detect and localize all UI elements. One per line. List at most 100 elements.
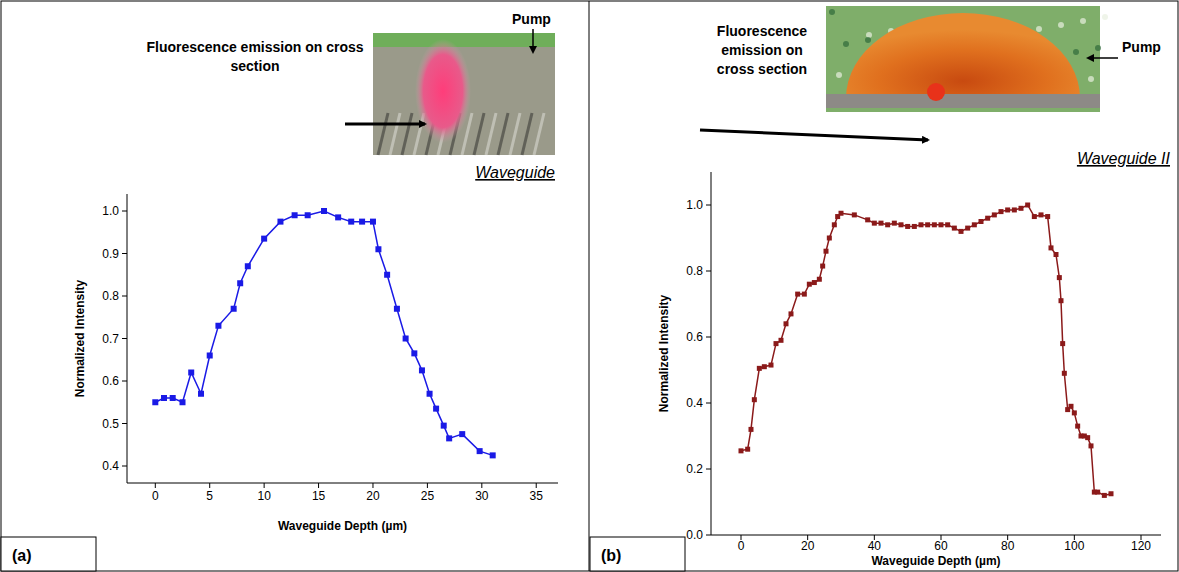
y-tick bbox=[122, 381, 127, 382]
y-tick-label: 0.6 bbox=[686, 330, 703, 344]
data-point bbox=[812, 280, 817, 285]
y-axis-title: Normalized Intensity bbox=[73, 279, 87, 397]
x-tick-label: 20 bbox=[366, 489, 380, 503]
data-point bbox=[919, 222, 924, 227]
y-tick bbox=[706, 205, 711, 206]
data-point bbox=[1060, 341, 1065, 346]
y-tick bbox=[706, 403, 711, 404]
y-tick bbox=[122, 211, 127, 212]
fluorescence-label: Fluorescence emission on crosssection bbox=[146, 39, 363, 74]
data-point bbox=[769, 363, 774, 368]
fluorescence-arrow bbox=[345, 123, 425, 126]
x-tick bbox=[427, 483, 428, 488]
y-axis-title: Normalized Intensity bbox=[657, 294, 671, 412]
data-point bbox=[1075, 424, 1080, 429]
x-tick-label: 40 bbox=[868, 539, 882, 553]
pump-label: Pump bbox=[1122, 39, 1161, 55]
data-point bbox=[752, 397, 757, 402]
data-point bbox=[965, 226, 970, 231]
divider bbox=[589, 1, 590, 571]
panel-letter: (a) bbox=[12, 547, 32, 564]
y-tick-label: 0.5 bbox=[102, 417, 119, 431]
data-point bbox=[972, 222, 977, 227]
x-axis bbox=[127, 483, 558, 484]
x-tick-label: 5 bbox=[206, 489, 213, 503]
figure: Pump Fluorescence emission on crosssectio… bbox=[0, 0, 1179, 572]
y-tick bbox=[706, 271, 711, 272]
data-point bbox=[403, 336, 409, 342]
fluorescence-label: Fluorescenceemission oncross section bbox=[717, 23, 807, 77]
data-point bbox=[865, 217, 870, 222]
data-point bbox=[932, 222, 937, 227]
data-point bbox=[152, 399, 158, 405]
data-point bbox=[905, 224, 910, 229]
x-tick bbox=[209, 483, 210, 488]
y-tick-label: 0.9 bbox=[102, 247, 119, 261]
x-tick-label: 0 bbox=[152, 489, 159, 503]
data-point bbox=[912, 224, 917, 229]
y-tick bbox=[122, 338, 127, 339]
panel-letter-box bbox=[590, 537, 685, 571]
data-point bbox=[1069, 404, 1074, 409]
data-point bbox=[245, 263, 251, 269]
x-tick-label: 25 bbox=[421, 489, 435, 503]
data-point bbox=[820, 264, 825, 269]
pump-label: Pump bbox=[512, 11, 551, 27]
data-point bbox=[1005, 207, 1010, 212]
data-point bbox=[1012, 207, 1017, 212]
data-point bbox=[1049, 245, 1054, 250]
data-point bbox=[411, 350, 417, 356]
x-tick bbox=[155, 483, 156, 488]
data-point bbox=[774, 341, 779, 346]
y-tick bbox=[122, 296, 127, 297]
data-point bbox=[885, 222, 890, 227]
data-point bbox=[427, 391, 433, 397]
data-point bbox=[198, 391, 204, 397]
data-point bbox=[231, 306, 237, 312]
data-point bbox=[348, 219, 354, 225]
data-point bbox=[305, 212, 311, 218]
x-tick-label: 30 bbox=[475, 489, 489, 503]
y-tick bbox=[706, 469, 711, 470]
x-axis bbox=[711, 535, 1161, 536]
data-point bbox=[170, 395, 176, 401]
data-point bbox=[188, 370, 194, 376]
data-point bbox=[802, 292, 807, 297]
y-tick bbox=[706, 337, 711, 338]
data-point bbox=[939, 222, 944, 227]
pump-arrow bbox=[532, 29, 534, 52]
y-tick-label: 0.4 bbox=[686, 396, 703, 410]
x-tick-label: 10 bbox=[257, 489, 271, 503]
y-tick-label: 0.6 bbox=[102, 374, 119, 388]
data-point bbox=[207, 353, 213, 359]
data-point bbox=[1032, 214, 1037, 219]
data-point bbox=[807, 282, 812, 287]
panel: Pump Fluorescence emission on crosssectio… bbox=[1, 11, 558, 571]
frame bbox=[1, 1, 1178, 571]
data-point bbox=[879, 221, 884, 226]
y-tick bbox=[706, 535, 711, 536]
data-point bbox=[872, 221, 877, 226]
data-point bbox=[1057, 275, 1062, 280]
y-tick-label: 1.0 bbox=[686, 198, 703, 212]
x-tick bbox=[264, 483, 265, 488]
data-point bbox=[1095, 490, 1100, 495]
data-point bbox=[979, 219, 984, 224]
data-point bbox=[1102, 493, 1107, 498]
data-point bbox=[359, 219, 365, 225]
data-point bbox=[433, 406, 439, 412]
data-point bbox=[757, 366, 762, 371]
data-point bbox=[1054, 252, 1059, 257]
data-point bbox=[784, 321, 789, 326]
y-axis bbox=[711, 172, 712, 535]
data-point bbox=[375, 246, 381, 252]
x-tick-label: 15 bbox=[312, 489, 326, 503]
inset-photo bbox=[826, 6, 1108, 112]
y-tick bbox=[122, 423, 127, 424]
data-point bbox=[384, 272, 390, 278]
plot-area bbox=[739, 203, 1114, 498]
data-point bbox=[992, 212, 997, 217]
data-point bbox=[824, 249, 829, 254]
data-point bbox=[1059, 298, 1064, 303]
data-point bbox=[261, 236, 267, 242]
